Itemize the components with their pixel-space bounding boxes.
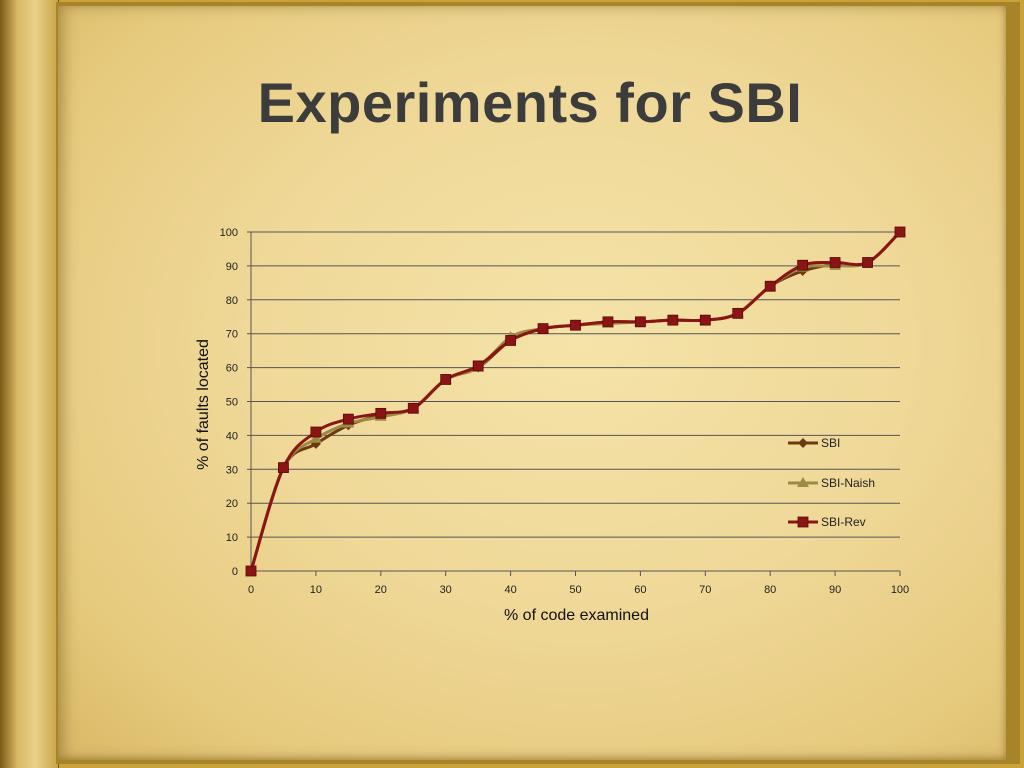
y-axis-title: % of faults located: [195, 339, 212, 470]
legend-label: SBI-Naish: [821, 476, 875, 490]
series-sbi-rev: [245, 226, 906, 577]
x-tick-label-20: 20: [375, 584, 387, 596]
x-tick-label-0: 0: [248, 584, 254, 596]
legend-label: SBI: [821, 436, 840, 450]
y-tick-label-100: 100: [220, 227, 238, 239]
x-tick-label-70: 70: [699, 584, 711, 596]
y-tick-label-70: 70: [226, 329, 238, 341]
legend-swatch-marker: [798, 438, 808, 448]
x-tick-label-80: 80: [764, 584, 776, 596]
point-sbi-rev-35: [472, 360, 484, 372]
point-sbi-rev-15: [342, 413, 354, 425]
legend-swatch-marker: [797, 477, 809, 487]
y-tick-label-0: 0: [232, 566, 238, 578]
x-tick-label-60: 60: [634, 584, 646, 596]
slide-page: [58, 6, 1006, 760]
point-sbi-rev-10: [310, 426, 322, 438]
point-sbi-rev-45: [537, 323, 549, 335]
y-tick-label-20: 20: [226, 498, 238, 510]
chart-legend: SBI SBI-Naish SBI-Rev: [788, 436, 875, 529]
point-sbi-rev-75: [732, 307, 744, 319]
point-sbi-naish-10: [309, 432, 322, 443]
point-sbi-rev-60: [635, 316, 646, 328]
x-tick-label-90: 90: [829, 584, 841, 596]
point-sbi-rev-40: [505, 335, 517, 346]
point-sbi-rev-85: [797, 259, 809, 271]
chart-series: [245, 226, 906, 577]
y-axis-ticks: 0 10 20 30 40 50 60 70 80 90 100: [220, 227, 251, 578]
book-spine: [0, 0, 59, 768]
y-tick-label-90: 90: [226, 261, 238, 273]
legend-swatch-marker: [797, 516, 809, 528]
y-tick-label-50: 50: [226, 397, 238, 409]
x-axis-title: % of code examined: [504, 607, 649, 624]
x-tick-label-100: 100: [891, 584, 909, 596]
point-sbi-rev-100: [894, 226, 906, 238]
x-tick-label-50: 50: [569, 584, 581, 596]
y-tick-label-10: 10: [226, 532, 238, 544]
point-sbi-rev-80: [764, 280, 776, 292]
x-tick-label-40: 40: [504, 584, 516, 596]
chart-grid: [250, 231, 900, 572]
y-tick-label-40: 40: [226, 430, 238, 442]
point-sbi-rev-70: [699, 314, 711, 326]
legend-item-sbi-naish: SBI-Naish: [788, 476, 875, 490]
point-sbi-rev-20: [375, 407, 387, 419]
slide-title: Experiments for SBI: [257, 71, 803, 134]
point-sbi-rev-50: [570, 319, 581, 331]
point-sbi-rev-5: [278, 462, 289, 474]
point-sbi-rev-55: [602, 316, 614, 328]
point-sbi-rev-90: [829, 257, 841, 268]
y-tick-label-30: 30: [226, 464, 238, 476]
y-tick-label-60: 60: [226, 363, 238, 375]
x-tick-label-30: 30: [440, 584, 452, 596]
point-sbi-rev-25: [407, 402, 419, 414]
point-sbi-rev-0: [245, 565, 257, 577]
point-sbi-rev-30: [440, 374, 452, 385]
y-tick-label-80: 80: [226, 295, 238, 307]
legend-item-sbi-rev: SBI-Rev: [788, 515, 866, 529]
x-axis-ticks: 0 10 20 30 40 50 60 70 80 90 100: [248, 571, 909, 596]
x-tick-label-10: 10: [310, 584, 322, 596]
point-sbi-rev-95: [862, 257, 873, 268]
legend-label: SBI-Rev: [821, 515, 866, 529]
point-sbi-rev-65: [667, 314, 679, 326]
legend-item-sbi: SBI: [788, 436, 840, 450]
